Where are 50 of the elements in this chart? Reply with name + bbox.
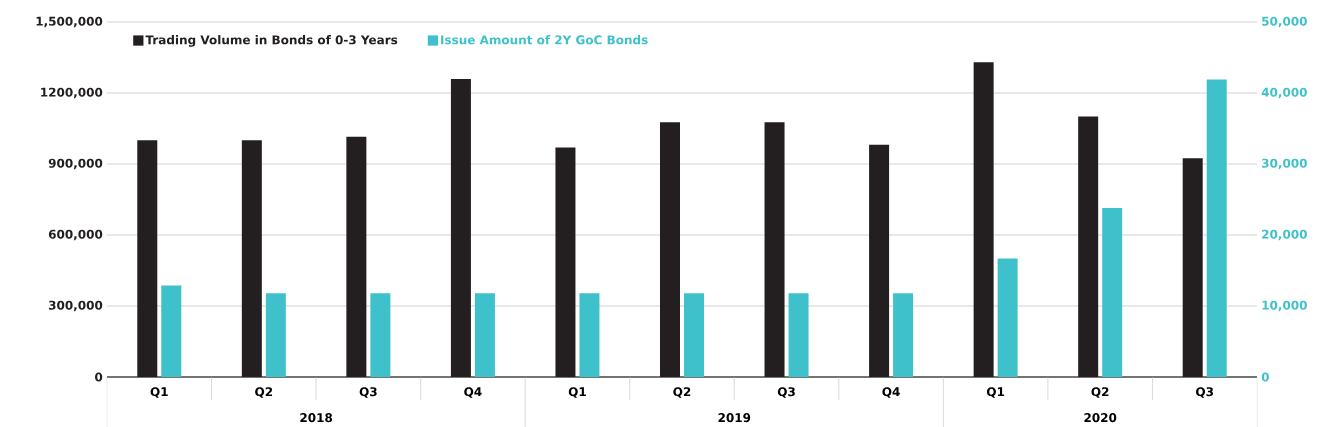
bar: [161, 285, 182, 377]
y-tick-label: 300,000: [48, 300, 103, 312]
x-tick-label: Q4: [882, 387, 900, 398]
y-tick-label: 900,000: [48, 158, 103, 170]
y2-tick-label: 10,000: [1262, 300, 1307, 312]
bar: [265, 293, 286, 377]
bar: [346, 136, 367, 377]
y2-tick-label: 30,000: [1261, 158, 1307, 170]
text: 2020: [1084, 413, 1117, 423]
x-tick-label: Q1: [568, 387, 586, 398]
legend-label: Issue Amount of 2Y GoC Bonds: [441, 35, 648, 45]
bar: [764, 122, 785, 377]
y2-tick-label: 0: [1261, 372, 1269, 382]
text: 2019: [718, 413, 751, 423]
bar: [137, 140, 158, 377]
y-tick-label: 600,000: [48, 229, 103, 241]
y2-tick-label: 40,000: [1261, 87, 1307, 99]
bar: [474, 293, 495, 377]
bar: [579, 293, 600, 377]
legend-label: Trading Volume in Bonds of 0-3 Years: [145, 35, 398, 47]
x-tick-label: Q1: [986, 387, 1005, 398]
bar: [1206, 79, 1227, 377]
bar: [660, 122, 680, 377]
y-tick-label: 0: [95, 372, 103, 382]
bar: [555, 147, 576, 377]
y2-tick-label: 20,000: [1262, 229, 1307, 241]
y-tick-label: 1200,000: [41, 87, 103, 99]
bar: [1078, 116, 1099, 377]
bar: [241, 140, 262, 377]
bar: [997, 258, 1018, 377]
x-tick-label: Q2: [1091, 387, 1109, 398]
bar: [893, 293, 914, 377]
bar: [973, 62, 994, 377]
x-tick-label: Q3: [777, 387, 795, 398]
x-tick-label: Q1: [150, 387, 168, 398]
x-tick-label: Q3: [1196, 387, 1214, 398]
bar: [684, 293, 704, 377]
bar: [1182, 158, 1203, 377]
y2-tick-label: 50,000: [1262, 16, 1307, 28]
x-tick-label: Q3: [359, 387, 377, 398]
x-tick-label: Q4: [464, 387, 482, 398]
bar: [450, 79, 471, 377]
bar: [1102, 208, 1123, 377]
y-tick-label: 1,500,000: [36, 16, 103, 28]
bar: [869, 144, 890, 377]
bar: [370, 293, 391, 377]
x-tick-label: Q2: [673, 387, 691, 398]
text: 2018: [300, 413, 333, 423]
x-tick-label: Q2: [255, 387, 273, 398]
bar: [788, 293, 809, 377]
